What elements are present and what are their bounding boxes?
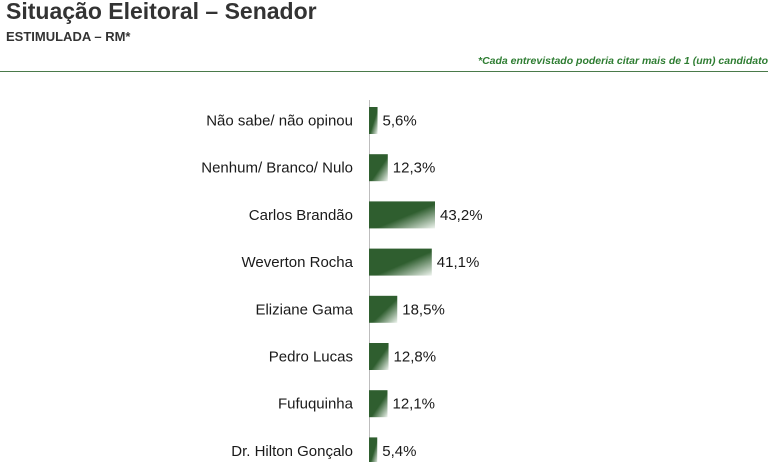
value-label: 43,2% xyxy=(440,207,483,224)
category-label: Dr. Hilton Gonçalo xyxy=(231,443,353,460)
value-label: 18,5% xyxy=(402,301,445,318)
category-label: Fufuquinha xyxy=(278,396,354,413)
bar xyxy=(369,107,378,134)
category-label: Carlos Brandão xyxy=(249,207,353,224)
bar xyxy=(369,437,378,462)
bar xyxy=(369,248,432,276)
header-divider xyxy=(0,71,768,72)
value-label: 12,8% xyxy=(394,349,437,366)
chart-title: Situação Eleitoral – Senador xyxy=(6,0,317,24)
bar xyxy=(369,201,435,229)
bars-layer: Não sabe/ não opinou 5,6% Nenhum/ Branco/ … xyxy=(201,107,483,462)
category-label: Weverton Rocha xyxy=(242,254,354,271)
value-label: 12,3% xyxy=(393,160,436,177)
bar xyxy=(369,343,389,370)
category-label: Eliziane Gama xyxy=(255,301,353,318)
footnote: *Cada entrevistado poderia citar mais de… xyxy=(478,55,768,67)
value-label: 41,1% xyxy=(437,254,480,271)
chart-subtitle: ESTIMULADA – RM* xyxy=(6,29,131,44)
value-label: 5,4% xyxy=(382,443,416,460)
bar xyxy=(369,390,388,418)
value-label: 12,1% xyxy=(392,396,435,413)
category-label: Nenhum/ Branco/ Nulo xyxy=(201,160,353,177)
bar xyxy=(369,154,388,182)
category-label: Pedro Lucas xyxy=(269,349,353,366)
category-label: Não sabe/ não opinou xyxy=(206,113,353,130)
bar xyxy=(369,295,398,323)
value-label: 5,6% xyxy=(383,113,417,130)
